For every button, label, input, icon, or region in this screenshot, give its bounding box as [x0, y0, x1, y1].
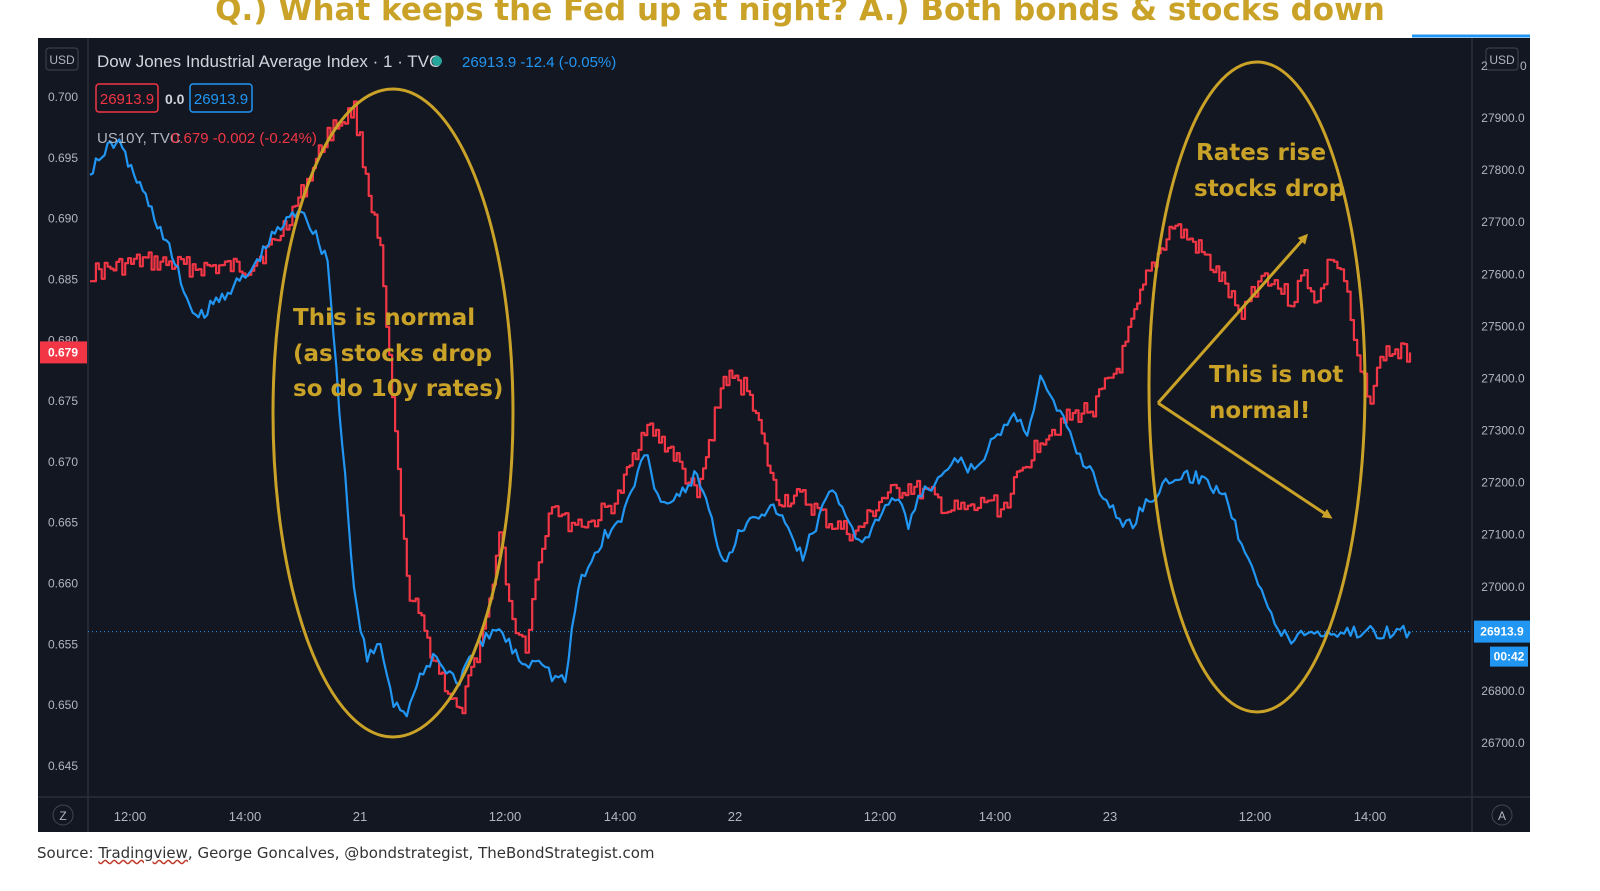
- left-axis-tick: 0.650: [48, 698, 78, 712]
- right-axis-tick: 27300.0: [1481, 424, 1525, 438]
- chart-headline: Q.) What keeps the Fed up at night? A.) …: [215, 0, 1385, 28]
- source-footer: Source: Tradingview, George Goncalves, @…: [37, 844, 655, 862]
- chart-background: [38, 38, 1530, 832]
- scale-mode-button-right[interactable]: [1491, 804, 1513, 826]
- right-axis-tick: 27800.0: [1481, 163, 1525, 177]
- left-axis-tick: 0.665: [48, 516, 78, 530]
- left-note-line-1: This is normal: [293, 305, 475, 331]
- countdown-tag: 00:42: [1494, 650, 1525, 664]
- ohlc-blue-box: [189, 83, 253, 113]
- main-quote: 26913.9 -12.4 (-0.05%): [462, 54, 616, 71]
- right-price-tag-bg: [1474, 620, 1530, 643]
- left-unit-label: USD: [49, 53, 75, 67]
- ohlc-red-box: [95, 83, 159, 113]
- scale-mode-right-label: A: [1498, 809, 1506, 823]
- time-axis-tick: 14:00: [1354, 809, 1387, 824]
- dow-series-line: [89, 138, 1411, 718]
- arrow-rates-rise: [1156, 233, 1308, 404]
- right-note-top-line-1: Rates rise: [1196, 140, 1326, 166]
- scale-mode-button-left[interactable]: [52, 804, 74, 826]
- footer-link[interactable]: Tradingview: [98, 844, 188, 862]
- us10y-series-line: [90, 100, 1412, 715]
- left-axis-tick: 0.660: [48, 577, 78, 591]
- arrow-stocks-drop: [1157, 401, 1333, 519]
- left-axis-tick: 0.655: [48, 637, 78, 651]
- footer-prefix: Source:: [37, 844, 99, 862]
- time-axis-tick: 22: [728, 809, 742, 824]
- right-unit-label: USD: [1489, 53, 1515, 67]
- footer-rest: , George Goncalves, @bondstrategist, The…: [187, 844, 655, 862]
- left-axis-tick: 0.645: [48, 759, 78, 773]
- second-symbol-title[interactable]: US10Y, TVC: [97, 130, 181, 147]
- left-note-line-3: so do 10y rates): [293, 376, 503, 402]
- left-axis-tick: 0.675: [48, 394, 78, 408]
- time-axis-tick: 12:00: [489, 809, 522, 824]
- right-axis-tick: 27900.0: [1481, 111, 1525, 125]
- left-note-line-2: (as stocks drop: [293, 341, 492, 367]
- right-price-tag: 26913.9: [1480, 625, 1524, 639]
- time-axis-tick: 12:00: [864, 809, 897, 824]
- ohlc-red-value: 26913.9: [100, 91, 154, 108]
- right-axis-tick: 27100.0: [1481, 528, 1525, 542]
- right-axis-tick: 27700.0: [1481, 215, 1525, 229]
- left-axis-ticks: 0.7000.6950.6900.6850.6800.6750.6700.665…: [48, 90, 78, 773]
- left-axis-tick: 0.685: [48, 272, 78, 286]
- time-axis-tick: 14:00: [604, 809, 637, 824]
- left-unit-box[interactable]: [45, 47, 79, 71]
- left-axis-tick: 0.690: [48, 212, 78, 226]
- left-annotation-ellipse: [271, 87, 515, 739]
- right-note-mid-line-2: normal!: [1209, 398, 1310, 424]
- right-axis-tick: 27000.0: [1481, 580, 1525, 594]
- left-price-tag: 0.679: [48, 345, 78, 359]
- left-axis-tick: 0.670: [48, 455, 78, 469]
- right-axis-tick: 27400.0: [1481, 371, 1525, 385]
- right-axis-tick: 27600.0: [1481, 267, 1525, 281]
- right-axis-tick: 27500.0: [1481, 319, 1525, 333]
- market-status-dot: [432, 56, 442, 66]
- time-axis-tick: 12:00: [1239, 809, 1272, 824]
- right-axis-tick: 26800.0: [1481, 684, 1525, 698]
- scale-mode-left-label: Z: [59, 809, 66, 823]
- right-axis-ticks: 27900.0 27800.0 27700.0 27600.0 27500.0 27400…: [1481, 111, 1525, 750]
- right-axis-tick: 27200.0: [1481, 476, 1525, 490]
- ohlc-blue-value: 26913.9: [194, 91, 248, 108]
- top-right-stub: 2: [1481, 59, 1488, 73]
- ohlc-mid-value: 0.0: [165, 91, 185, 107]
- second-quote: 0.679 -0.002 (-0.24%): [171, 130, 317, 147]
- time-axis-ticks: 12:00 14:00 21 12:00 14:00 22 12:00 14:00 23 12:0…: [114, 809, 1387, 824]
- time-axis-tick: 14:00: [979, 809, 1012, 824]
- time-axis-tick: 21: [353, 809, 367, 824]
- time-axis-tick: 14:00: [229, 809, 262, 824]
- right-annotation-ellipse: [1147, 60, 1367, 714]
- main-symbol-title[interactable]: Dow Jones Industrial Average Index · 1 ·…: [97, 52, 441, 71]
- left-price-tag-bg: [40, 341, 87, 364]
- countdown-tag-bg: [1490, 646, 1528, 667]
- time-axis-tick: 12:00: [114, 809, 147, 824]
- left-axis-tick: 0.695: [48, 151, 78, 165]
- time-axis-tick: 23: [1103, 809, 1117, 824]
- top-right-stub-2: 0: [1520, 59, 1527, 73]
- right-unit-box[interactable]: [1485, 47, 1519, 71]
- right-axis-tick: 26700.0: [1481, 736, 1525, 750]
- right-note-top-line-2: stocks drop: [1194, 176, 1345, 202]
- right-note-mid-line-1: This is not: [1209, 362, 1343, 388]
- left-axis-tick: 0.700: [48, 90, 78, 104]
